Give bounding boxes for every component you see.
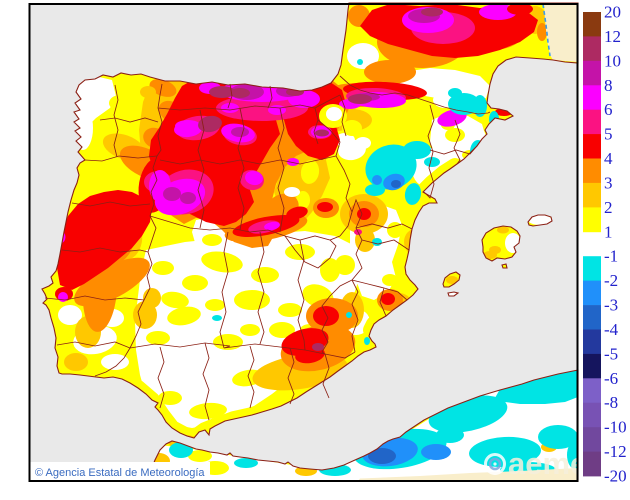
svg-text:20: 20 xyxy=(604,3,621,22)
svg-text:4: 4 xyxy=(604,149,613,168)
svg-text:-20: -20 xyxy=(604,467,627,486)
svg-text:© Agencia Estatal de Meteorolo: © Agencia Estatal de Meteorología xyxy=(35,467,205,479)
svg-text:-4: -4 xyxy=(604,320,619,339)
svg-text:-10: -10 xyxy=(604,418,627,437)
svg-text:8: 8 xyxy=(604,76,613,95)
svg-text:-3: -3 xyxy=(604,296,618,315)
svg-text:5: 5 xyxy=(604,125,613,144)
svg-text:-8: -8 xyxy=(604,393,618,412)
svg-text:-6: -6 xyxy=(604,369,618,388)
svg-text:10: 10 xyxy=(604,51,621,70)
svg-text:-12: -12 xyxy=(604,442,627,461)
svg-text:1: 1 xyxy=(604,222,613,241)
svg-text:-2: -2 xyxy=(604,271,618,290)
svg-text:-5: -5 xyxy=(604,344,618,363)
svg-text:2: 2 xyxy=(604,198,613,217)
svg-text:3: 3 xyxy=(604,173,613,192)
svg-text:6: 6 xyxy=(604,100,613,119)
svg-text:-1: -1 xyxy=(604,247,618,266)
svg-text:12: 12 xyxy=(604,27,621,46)
svg-text:aemet: aemet xyxy=(508,446,598,481)
